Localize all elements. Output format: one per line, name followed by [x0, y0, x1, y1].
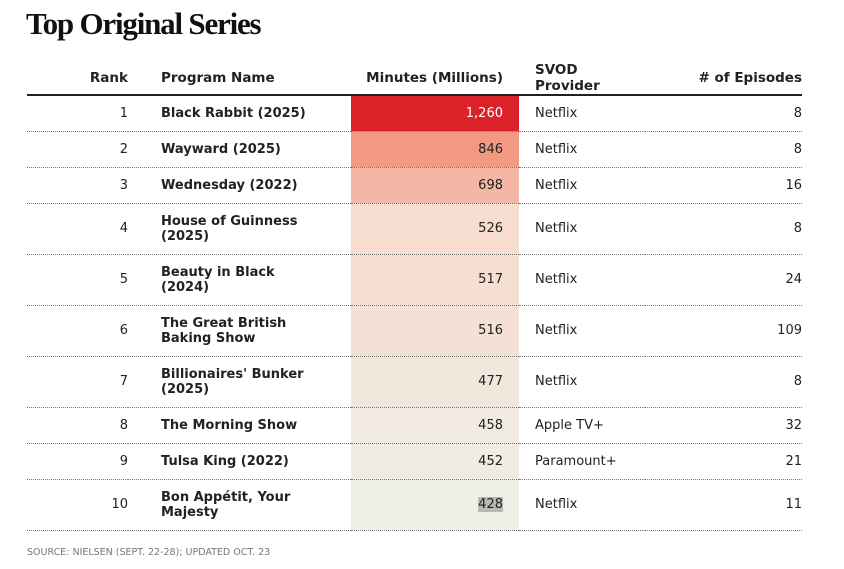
cell: Netflix: [519, 203, 645, 255]
column-header: Minutes (Millions): [351, 62, 519, 96]
cell: 8: [27, 407, 128, 444]
cell: 7: [27, 356, 128, 408]
table-row: 3 Wednesday (2022) 698 Netflix 16: [27, 167, 802, 204]
table-body: 1 Black Rabbit (2025) 1,260 Netflix 8 2 Waywar…: [27, 95, 802, 531]
cell: Netflix: [519, 305, 645, 357]
cell: 452: [351, 443, 519, 480]
cell: 3: [27, 167, 128, 204]
cell: 516: [351, 305, 519, 357]
cell: Bon Appétit, Your Majesty: [128, 479, 351, 531]
cell: 16: [645, 167, 802, 204]
cell: 846: [351, 131, 519, 168]
column-header: SVOD Provider: [519, 62, 645, 96]
cell: 526: [351, 203, 519, 255]
title: Top Original Series: [26, 6, 262, 41]
cell: 10: [27, 479, 128, 531]
cell: 1,260: [351, 95, 519, 132]
cell: Netflix: [519, 131, 645, 168]
cell: 428: [351, 479, 519, 531]
cell: 8: [645, 131, 802, 168]
table-row: 7 Billionaires' Bunker (2025) 477 Netflix 8: [27, 356, 802, 408]
cell: 458: [351, 407, 519, 444]
source-note: SOURCE: NIELSEN (SEPT. 22-28); UPDATED O…: [27, 547, 271, 558]
table-row: 5 Beauty in Black (2024) 517 Netflix 24: [27, 254, 802, 306]
cell: 2: [27, 131, 128, 168]
cell: 5: [27, 254, 128, 306]
cell: 11: [645, 479, 802, 531]
cell: 517: [351, 254, 519, 306]
cell: The Morning Show: [128, 407, 351, 444]
table: Rank Program Name Minutes (Millions) SVOD P…: [27, 62, 802, 531]
cell: 9: [27, 443, 128, 480]
cell: 8: [645, 356, 802, 408]
cell: Netflix: [519, 167, 645, 204]
cell: 109: [645, 305, 802, 357]
cell: Tulsa King (2022): [128, 443, 351, 480]
cell: Wednesday (2022): [128, 167, 351, 204]
column-header: Program Name: [128, 62, 351, 96]
cell: 698: [351, 167, 519, 204]
cell: Netflix: [519, 95, 645, 132]
column-header: # of Episodes: [645, 62, 802, 96]
table-row: 2 Wayward (2025) 846 Netflix 8: [27, 131, 802, 168]
table-row: 4 House of Guinness (2025) 526 Netflix 8: [27, 203, 802, 255]
cell: Netflix: [519, 254, 645, 306]
cell: 8: [645, 203, 802, 255]
table-row: 9 Tulsa King (2022) 452 Paramount+ 21: [27, 443, 802, 480]
header-row: Rank Program Name Minutes (Millions) SVOD P…: [27, 62, 802, 96]
cell: Wayward (2025): [128, 131, 351, 168]
cell: 8: [645, 95, 802, 132]
cell: Black Rabbit (2025): [128, 95, 351, 132]
cell: 24: [645, 254, 802, 306]
cell: 6: [27, 305, 128, 357]
cell: Beauty in Black (2024): [128, 254, 351, 306]
cell: 1: [27, 95, 128, 132]
cell: 21: [645, 443, 802, 480]
cell: Netflix: [519, 479, 645, 531]
cell: Netflix: [519, 356, 645, 408]
cell: 477: [351, 356, 519, 408]
cell: Billionaires' Bunker (2025): [128, 356, 351, 408]
cell: 4: [27, 203, 128, 255]
cell: The Great British Baking Show: [128, 305, 351, 357]
cell: 32: [645, 407, 802, 444]
cell: Apple TV+: [519, 407, 645, 444]
table-row: 1 Black Rabbit (2025) 1,260 Netflix 8: [27, 95, 802, 132]
table-row: 10 Bon Appétit, Your Majesty 428 Netflix 11: [27, 479, 802, 531]
table-row: 8 The Morning Show 458 Apple TV+ 32: [27, 407, 802, 444]
cell: House of Guinness (2025): [128, 203, 351, 255]
cell: Paramount+: [519, 443, 645, 480]
column-header: Rank: [27, 62, 128, 96]
selected-text: 428: [478, 497, 503, 512]
table-row: 6 The Great British Baking Show 516 Netflix…: [27, 305, 802, 357]
